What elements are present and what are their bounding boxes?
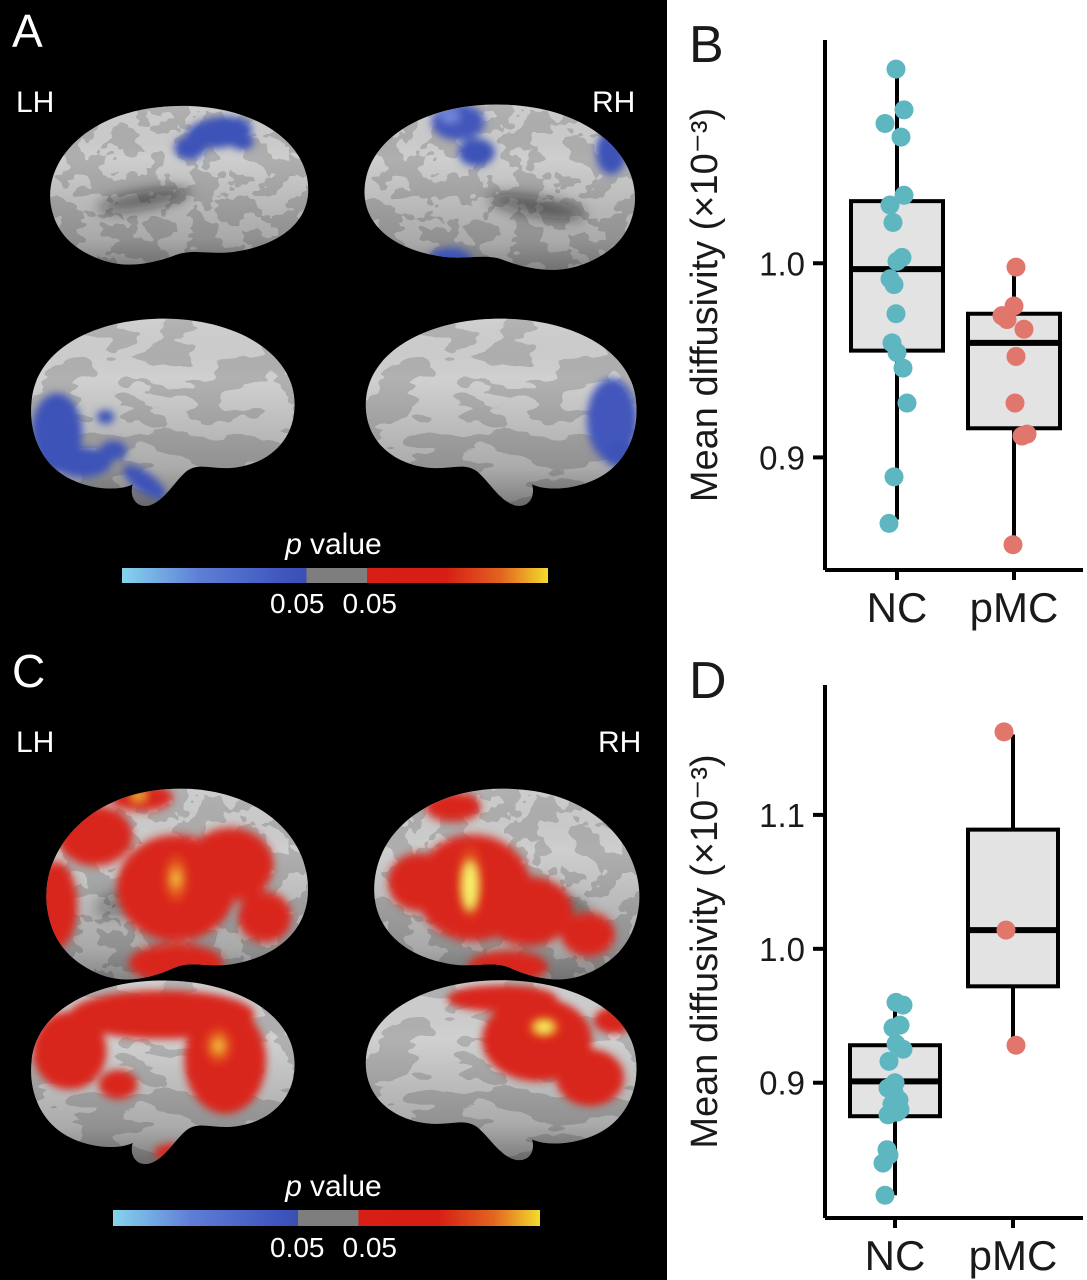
brain-lh-lateral-c bbox=[46, 788, 309, 980]
panel-c-lh-label: LH bbox=[16, 726, 55, 759]
y-tick-label: 0.9 bbox=[759, 439, 805, 476]
brain-rh-lateral-c bbox=[374, 788, 640, 980]
y-axis-title: Mean diffusivity (×10⁻³) bbox=[684, 108, 726, 502]
data-point-nc bbox=[875, 113, 895, 133]
data-point-pmc bbox=[996, 920, 1016, 940]
data-point-nc bbox=[886, 59, 906, 79]
brain-rh-lateral-a bbox=[364, 104, 636, 270]
data-point-nc bbox=[883, 212, 903, 232]
data-point-pmc bbox=[1014, 319, 1034, 339]
x-category-label: NC bbox=[865, 1232, 926, 1279]
data-point-nc bbox=[884, 467, 904, 487]
data-point-nc bbox=[873, 1153, 893, 1173]
brain-lh-medial-a bbox=[31, 318, 295, 506]
panel-a-rh-label: RH bbox=[592, 86, 636, 119]
data-point-nc bbox=[880, 195, 900, 215]
data-point-pmc bbox=[1005, 393, 1025, 413]
y-tick-label: 0.9 bbox=[759, 1065, 805, 1102]
data-point-nc bbox=[883, 1018, 903, 1038]
colorbar-threshold-right: 0.05 bbox=[342, 588, 398, 619]
data-point-pmc bbox=[1012, 426, 1032, 446]
data-point-pmc bbox=[997, 310, 1017, 330]
data-point-nc bbox=[897, 393, 917, 413]
data-point-nc bbox=[886, 304, 906, 324]
colorbar-threshold-right: 0.05 bbox=[342, 1232, 398, 1263]
data-point-pmc bbox=[1006, 346, 1026, 366]
data-point-nc bbox=[884, 275, 904, 295]
x-category-label: pMC bbox=[969, 1232, 1058, 1279]
brain-maps-panel: A LH RH bbox=[0, 0, 667, 1280]
data-point-nc bbox=[879, 513, 899, 533]
boxplot-panel-b: B Mean diffusivity (×10⁻³) 1.0 0.9 NC pMC bbox=[667, 0, 1087, 640]
brain-lh-lateral-a bbox=[50, 105, 309, 265]
colorbar-threshold-left: 0.05 bbox=[270, 1232, 325, 1263]
y-tick-label: 1.0 bbox=[759, 245, 805, 282]
brain-lh-medial-c bbox=[31, 980, 295, 1165]
data-point-nc bbox=[875, 1185, 895, 1205]
panel-a-colorbar-labels: 0.05 0.05 bbox=[0, 588, 667, 620]
data-point-pmc bbox=[1006, 257, 1026, 277]
data-point-nc bbox=[893, 1039, 913, 1059]
data-point-nc bbox=[894, 185, 914, 205]
panel-c-rh-label: RH bbox=[598, 726, 642, 759]
y-tick-label: 1.1 bbox=[759, 797, 805, 834]
data-point-nc bbox=[887, 251, 907, 271]
brain-rh-medial-c bbox=[365, 980, 637, 1161]
data-point-nc bbox=[878, 1105, 898, 1125]
panel-a-colorbar bbox=[122, 568, 548, 583]
data-point-nc bbox=[894, 100, 914, 120]
panel-c-label: C bbox=[12, 645, 46, 697]
x-category-label: NC bbox=[867, 584, 928, 631]
boxplot-panel-d: D Mean diffusivity (×10⁻³) 1.1 1.0 0.9 NC pMC bbox=[667, 640, 1087, 1280]
panel-a-label: A bbox=[12, 5, 43, 57]
box-pmc bbox=[966, 311, 1062, 431]
panel-c-colorbar-title: p value bbox=[285, 1170, 382, 1203]
colorbar-threshold-left: 0.05 bbox=[270, 588, 325, 619]
x-category-label: pMC bbox=[970, 584, 1059, 631]
panel-letter: B bbox=[689, 16, 724, 74]
box-pmc bbox=[966, 827, 1060, 989]
y-axis-title: Mean diffusivity (×10⁻³) bbox=[684, 754, 726, 1148]
data-point-pmc bbox=[994, 722, 1014, 742]
panel-a-lh-label: LH bbox=[16, 86, 55, 119]
data-point-pmc bbox=[1006, 1035, 1026, 1055]
panel-letter: D bbox=[689, 652, 727, 710]
brain-rh-medial-a bbox=[365, 318, 637, 506]
panel-a-colorbar-title: p value bbox=[285, 528, 382, 561]
panel-c-colorbar bbox=[113, 1210, 540, 1226]
data-point-nc bbox=[893, 358, 913, 378]
data-point-nc bbox=[893, 995, 913, 1015]
p-italic: p bbox=[285, 1170, 302, 1203]
p-italic: p bbox=[285, 528, 302, 561]
y-tick-label: 1.0 bbox=[759, 931, 805, 968]
data-point-nc bbox=[891, 127, 911, 147]
data-point-nc bbox=[887, 343, 907, 363]
data-point-pmc bbox=[1003, 535, 1023, 555]
data-point-nc bbox=[879, 1051, 899, 1071]
panel-c-colorbar-labels: 0.05 0.05 bbox=[0, 1232, 667, 1264]
